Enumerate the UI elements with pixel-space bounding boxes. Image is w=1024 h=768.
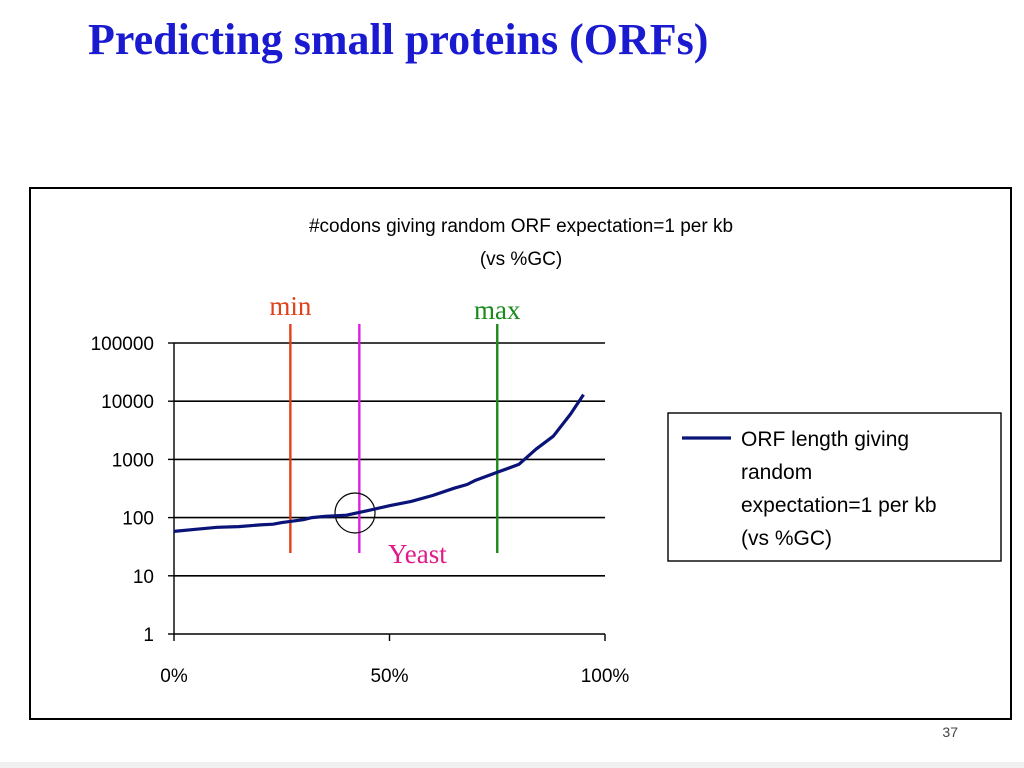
series-line-orf-length xyxy=(173,393,585,533)
yeast-label: Yeast xyxy=(388,539,447,569)
page-number: 37 xyxy=(942,724,958,740)
annotations: min max Yeast xyxy=(269,291,521,569)
x-tick-label: 50% xyxy=(370,666,408,687)
y-tick-label: 1 xyxy=(143,625,154,646)
chart-title-line-2: (vs %GC) xyxy=(480,249,562,270)
x-tick-label: 100% xyxy=(581,666,630,687)
gridlines xyxy=(174,342,605,577)
legend: ORF length giving random expectation=1 per… xyxy=(667,412,1002,562)
y-tick-label: 100000 xyxy=(91,334,154,355)
x-tick-label: 0% xyxy=(160,666,188,687)
chart-frame: #codons giving random ORF expectation=1 … xyxy=(29,187,1012,720)
slide-title: Predicting small proteins (ORFs) xyxy=(88,15,709,64)
y-tick-label: 10 xyxy=(133,567,154,588)
legend-text-line: random xyxy=(741,461,812,484)
yeast-circle xyxy=(334,492,376,534)
legend-box xyxy=(667,412,1002,562)
y-tick-label: 10000 xyxy=(101,392,154,413)
legend-text-line: ORF length giving xyxy=(741,428,909,451)
series-layer xyxy=(173,393,585,533)
chart-title-line-1: #codons giving random ORF expectation=1 … xyxy=(309,216,733,237)
annotation-label-max: max xyxy=(474,295,521,325)
annotation-label-min: min xyxy=(269,291,312,321)
axes: 1 10 100 1000 10000 100000 0% 50% 100% xyxy=(91,334,630,687)
legend-text-line: expectation=1 per kb xyxy=(741,494,937,517)
chart-svg: #codons giving random ORF expectation=1 … xyxy=(91,216,1002,687)
y-tick-label: 100 xyxy=(122,509,154,530)
footer-band xyxy=(0,762,1024,768)
y-tick-label: 1000 xyxy=(112,450,154,471)
legend-text-line: (vs %GC) xyxy=(741,527,832,550)
